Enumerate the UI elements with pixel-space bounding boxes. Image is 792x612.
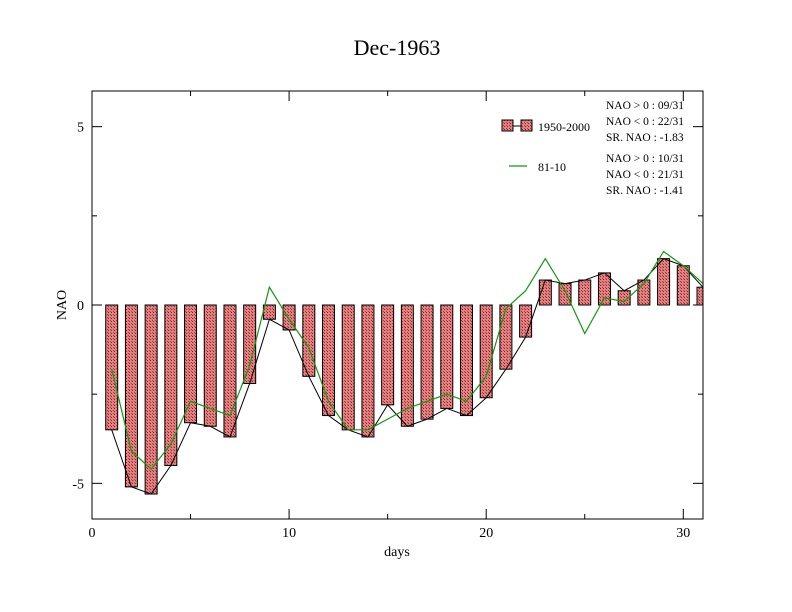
stats-series-2-line-1: NAO > 0 : 10/31 (606, 153, 684, 165)
stats-series-2-line-2: NAO < 0 : 21/31 (606, 169, 684, 181)
x-tick-label: 30 (676, 526, 690, 541)
x-tick-label: 0 (89, 526, 96, 541)
bar-day-24 (558, 283, 572, 306)
bar-day-5 (184, 304, 198, 424)
legend-label-series-1: 1950-2000 (538, 120, 590, 134)
x-tick-label: 20 (479, 526, 493, 541)
bar-day-22 (519, 304, 533, 338)
stats-series-2-line-3: SR. NAO : -1.41 (606, 185, 684, 197)
stats-series-1-line-1: NAO > 0 : 09/31 (606, 100, 684, 112)
lines-group (111, 250, 704, 495)
bar-day-9 (262, 304, 276, 320)
bar-day-13 (341, 304, 355, 431)
bar-day-30 (676, 265, 690, 306)
y-axis-label: NAO (55, 290, 70, 320)
bar-day-25 (578, 279, 592, 306)
bars-group (105, 258, 704, 495)
y-tick-label: 5 (77, 121, 84, 136)
bar-day-17 (420, 304, 434, 420)
bar-day-7 (223, 304, 237, 438)
axes-group: 0 10 20 30 -5 0 5 (72, 90, 704, 541)
bar-day-15 (381, 304, 395, 406)
y-tick-label: 0 (77, 299, 84, 314)
y-tick-label: -5 (72, 477, 84, 492)
x-axis-label: days (384, 545, 410, 560)
x-tick-label: 10 (282, 526, 296, 541)
bar-day-26 (597, 272, 611, 306)
stats-series-1-line-3: SR. NAO : -1.83 (606, 132, 684, 144)
bar-day-12 (322, 304, 336, 417)
bar-day-21 (499, 304, 513, 370)
chart-title: Dec-1963 (354, 35, 441, 60)
bar-day-19 (459, 304, 473, 417)
bar-day-14 (361, 304, 375, 438)
bar-day-4 (164, 304, 178, 466)
bar-day-29 (657, 258, 671, 306)
bar-day-2 (124, 304, 138, 488)
series-2-line (111, 250, 704, 470)
legend-bar-swatch-1 (501, 119, 514, 132)
bar-day-20 (479, 304, 493, 399)
series-1-line (111, 258, 704, 495)
bar-day-1 (105, 304, 119, 431)
stats-series-1-line-2: NAO < 0 : 22/31 (606, 116, 684, 128)
bar-day-31 (696, 286, 704, 306)
bar-day-8 (243, 304, 257, 384)
legend-label-series-2: 81-10 (538, 160, 566, 174)
legend: 1950-2000 81-10 NAO > 0 : 09/31 NAO < 0 … (501, 100, 684, 197)
bar-day-18 (440, 304, 454, 409)
legend-bar-swatch-2 (520, 119, 533, 132)
